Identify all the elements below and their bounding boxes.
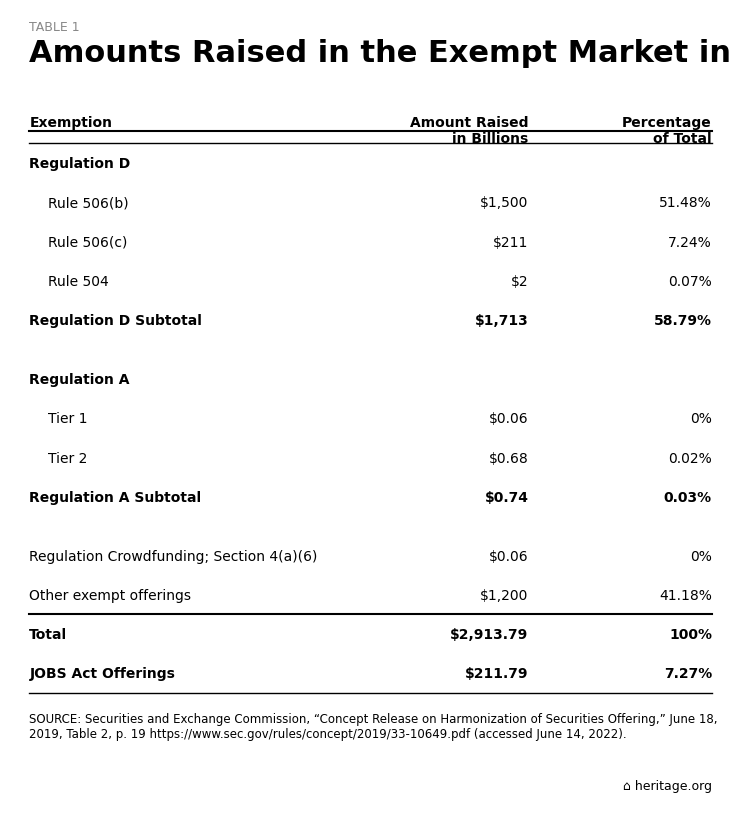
Text: 0.02%: 0.02% (668, 452, 712, 465)
Text: Amount Raised
in Billions: Amount Raised in Billions (410, 116, 528, 146)
Text: Tier 2: Tier 2 (48, 452, 87, 465)
Text: $1,713: $1,713 (475, 314, 528, 328)
Text: Tier 1: Tier 1 (48, 412, 87, 426)
Text: $1,200: $1,200 (480, 589, 528, 603)
Text: 0%: 0% (690, 550, 712, 564)
Text: $2,913.79: $2,913.79 (450, 628, 528, 642)
Text: Regulation D Subtotal: Regulation D Subtotal (29, 314, 203, 328)
Text: 0.07%: 0.07% (668, 275, 712, 289)
Text: Regulation A Subtotal: Regulation A Subtotal (29, 491, 202, 505)
Text: $1,500: $1,500 (480, 196, 528, 210)
Text: Regulation D: Regulation D (29, 157, 131, 171)
Text: 100%: 100% (669, 628, 712, 642)
Text: 0.03%: 0.03% (664, 491, 712, 505)
Text: Total: Total (29, 628, 68, 642)
Text: Regulation Crowdfunding; Section 4(a)(6): Regulation Crowdfunding; Section 4(a)(6) (29, 550, 318, 564)
Text: Rule 504: Rule 504 (48, 275, 109, 289)
Text: Exemption: Exemption (29, 116, 112, 130)
Text: 7.24%: 7.24% (668, 236, 712, 249)
Text: 0%: 0% (690, 412, 712, 426)
Text: Regulation A: Regulation A (29, 373, 130, 387)
Text: $0.06: $0.06 (489, 412, 528, 426)
Text: $211: $211 (493, 236, 528, 249)
Text: ⌂ heritage.org: ⌂ heritage.org (623, 780, 712, 793)
Text: SOURCE: Securities and Exchange Commission, “Concept Release on Harmonization of: SOURCE: Securities and Exchange Commissi… (29, 713, 718, 741)
Text: Rule 506(c): Rule 506(c) (48, 236, 127, 249)
Text: Rule 506(b): Rule 506(b) (48, 196, 128, 210)
Text: JOBS Act Offerings: JOBS Act Offerings (29, 667, 175, 681)
Text: 41.18%: 41.18% (659, 589, 712, 603)
Text: $0.06: $0.06 (489, 550, 528, 564)
Text: Percentage
of Total: Percentage of Total (622, 116, 712, 146)
Text: 7.27%: 7.27% (664, 667, 712, 681)
Text: $0.68: $0.68 (489, 452, 528, 465)
Text: $211.79: $211.79 (465, 667, 528, 681)
Text: 51.48%: 51.48% (659, 196, 712, 210)
Text: TABLE 1: TABLE 1 (29, 21, 80, 34)
Text: Amounts Raised in the Exempt Market in 2018: Amounts Raised in the Exempt Market in 2… (29, 39, 734, 68)
Text: 58.79%: 58.79% (654, 314, 712, 328)
Text: $0.74: $0.74 (484, 491, 528, 505)
Text: $2: $2 (511, 275, 528, 289)
Text: Other exempt offerings: Other exempt offerings (29, 589, 192, 603)
